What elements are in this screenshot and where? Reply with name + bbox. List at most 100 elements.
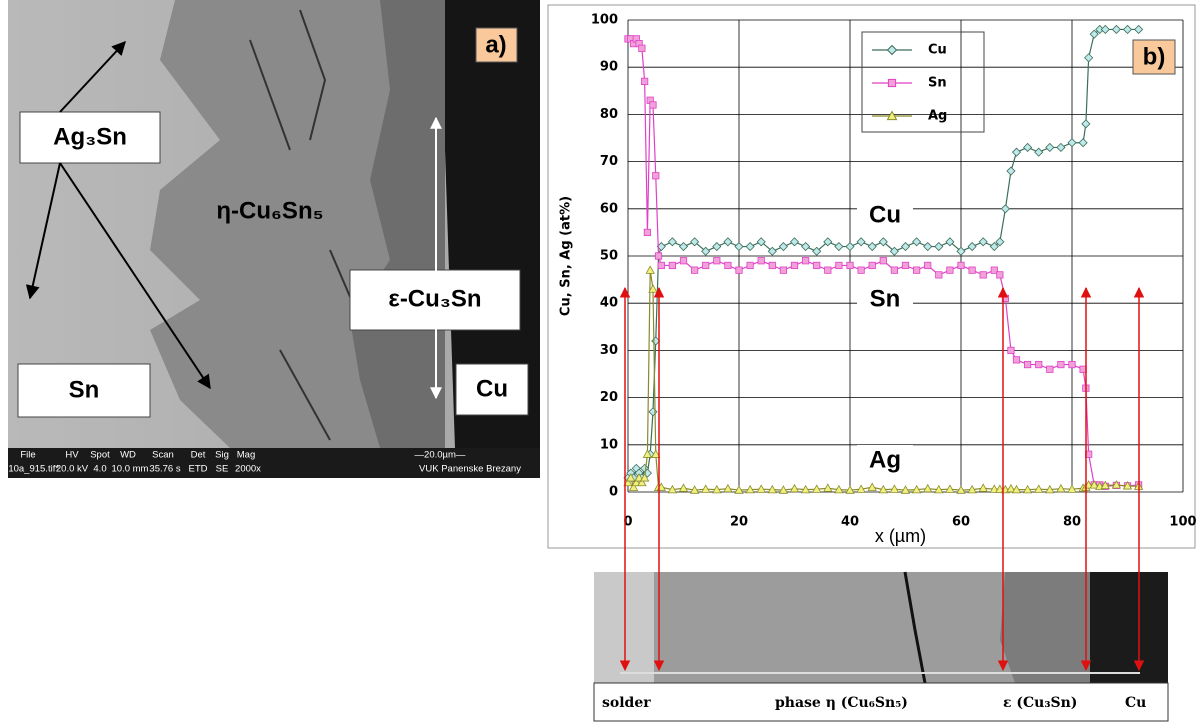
annotation: Sn	[870, 285, 901, 312]
data-point	[691, 267, 697, 273]
data-point	[936, 272, 942, 278]
legend-label: Ag	[928, 109, 947, 124]
panel-label: a)	[485, 31, 506, 58]
info-header: Mag	[237, 450, 255, 461]
data-point	[925, 262, 931, 268]
info-value: 2000x	[235, 464, 261, 475]
info-header: Scan	[152, 450, 174, 461]
y-tick-label: 70	[600, 154, 618, 169]
caption-label: phase η (Cu₆Sn₅)	[775, 695, 908, 711]
phase-label: Cu	[476, 375, 508, 402]
data-point	[653, 173, 659, 179]
data-point	[747, 262, 753, 268]
info-value: 20.0 kV	[56, 464, 89, 475]
x-tick-label: 80	[1063, 515, 1081, 530]
legend-marker	[888, 79, 895, 86]
x-tick-label: 100	[1169, 515, 1196, 530]
data-point	[669, 262, 675, 268]
info-value: 10.0 mm	[112, 464, 149, 475]
y-tick-label: 20	[600, 390, 618, 405]
data-point	[1024, 361, 1030, 367]
data-point	[791, 262, 797, 268]
info-header: WD	[120, 450, 136, 461]
annotation: Ag	[869, 446, 901, 473]
data-point	[703, 262, 709, 268]
info-header: HV	[65, 450, 79, 461]
data-point	[913, 267, 919, 273]
info-value: Q10a_915.tif*	[1, 464, 59, 475]
info-value: 4.0	[93, 464, 106, 475]
data-point	[650, 102, 656, 108]
phase-label: Sn	[69, 376, 100, 403]
data-point	[736, 267, 742, 273]
x-tick-label: 20	[730, 515, 748, 530]
phase-label: ε-Cu₃Sn	[388, 285, 481, 312]
info-header: File	[20, 450, 35, 461]
y-tick-label: 50	[600, 249, 618, 264]
panel-label: b)	[1143, 43, 1166, 70]
x-tick-label: 40	[841, 515, 859, 530]
y-tick-label: 60	[600, 201, 618, 216]
info-value: ETD	[189, 464, 208, 475]
data-point	[780, 267, 786, 273]
y-tick-label: 30	[600, 343, 618, 358]
data-point	[769, 262, 775, 268]
phase-label: Ag₃Sn	[53, 123, 127, 150]
info-value: 35.76 s	[149, 464, 180, 475]
data-point	[658, 262, 664, 268]
data-point	[758, 258, 764, 264]
data-point	[825, 267, 831, 273]
data-point	[891, 267, 897, 273]
legend-label: Sn	[928, 76, 947, 91]
x-tick-label: 60	[952, 515, 970, 530]
annotation: Cu	[869, 201, 901, 228]
y-tick-label: 10	[600, 437, 618, 452]
data-point	[947, 267, 953, 273]
info-header: Spot	[90, 450, 110, 461]
data-point	[680, 258, 686, 264]
data-point	[958, 262, 964, 268]
data-point	[847, 262, 853, 268]
data-point	[997, 272, 1003, 278]
data-point	[902, 262, 908, 268]
caption-label: solder	[602, 695, 651, 711]
data-point	[802, 258, 808, 264]
legend-label: Cu	[928, 43, 947, 58]
data-point	[858, 267, 864, 273]
data-point	[836, 262, 842, 268]
figure: a) Ag₃Sn η-Cu₆Sn₅ ε-Cu₃Sn Sn Cu File HV Sp…	[0, 0, 1200, 722]
data-point	[980, 272, 986, 278]
data-point	[725, 262, 731, 268]
info-header: Sig	[215, 450, 229, 461]
data-point	[714, 258, 720, 264]
x-axis-title: x (µm)	[875, 526, 926, 546]
data-point	[880, 258, 886, 264]
info-header: —20.0µm—	[415, 450, 466, 461]
info-header: Det	[191, 450, 206, 461]
y-tick-label: 100	[591, 13, 618, 28]
y-tick-label: 40	[600, 296, 618, 311]
data-point	[969, 267, 975, 273]
data-point	[1069, 361, 1075, 367]
y-tick-label: 0	[609, 485, 618, 500]
caption-label: ε (Cu₃Sn)	[1003, 695, 1077, 711]
data-point	[1008, 347, 1014, 353]
info-value: VUK Panenske Brezany	[419, 464, 521, 475]
info-value: SE	[216, 464, 229, 475]
data-point	[1036, 361, 1042, 367]
data-point	[644, 229, 650, 235]
sem-image-a	[8, 0, 540, 478]
phase-label: η-Cu₆Sn₅	[216, 197, 323, 224]
data-point	[655, 253, 661, 259]
y-tick-label: 90	[600, 60, 618, 75]
data-point	[641, 78, 647, 84]
data-point	[1058, 361, 1064, 367]
data-point	[869, 262, 875, 268]
y-tick-label: 80	[600, 107, 618, 122]
y-axis-title: Cu, Sn, Ag (at%)	[559, 196, 574, 316]
data-point	[814, 262, 820, 268]
data-point	[639, 45, 645, 51]
data-point	[1013, 357, 1019, 363]
caption-label: Cu	[1125, 695, 1146, 711]
data-point	[1047, 366, 1053, 372]
